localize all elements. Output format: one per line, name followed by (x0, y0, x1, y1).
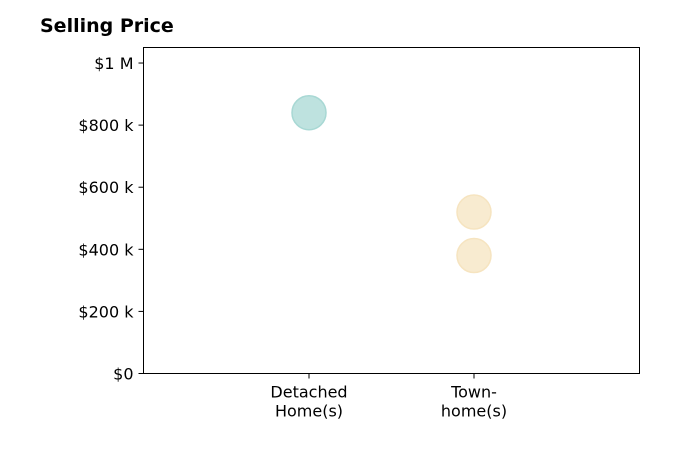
data-points (291, 94, 492, 274)
x-tick-label-line: home(s) (441, 402, 507, 421)
y-tick-label: $600 k (78, 178, 134, 197)
x-tick-label-line: Home(s) (275, 402, 343, 421)
y-tick-label: $1 M (94, 54, 133, 73)
data-point (456, 237, 492, 274)
chart-title: Selling Price (40, 15, 174, 37)
plot-area-frame (143, 47, 640, 374)
x-tick-label-line: Detached (270, 383, 347, 402)
data-point (456, 194, 492, 230)
y-tick-label: $200 k (78, 302, 134, 321)
y-tick-label: $0 (113, 365, 133, 384)
x-tick-label: Detached Home(s) (270, 383, 347, 421)
x-tick-label: Town-home(s) (441, 383, 507, 421)
y-tick-label: $400 k (78, 240, 134, 259)
data-point (291, 94, 327, 131)
y-tick-label: $800 k (78, 116, 134, 135)
y-axis: $0 $200 k $400 k $600 k $800 k $1 M (78, 54, 144, 384)
x-tick-label-line: Town- (450, 383, 497, 402)
x-axis: Detached Home(s) Town-home(s) (270, 373, 507, 421)
